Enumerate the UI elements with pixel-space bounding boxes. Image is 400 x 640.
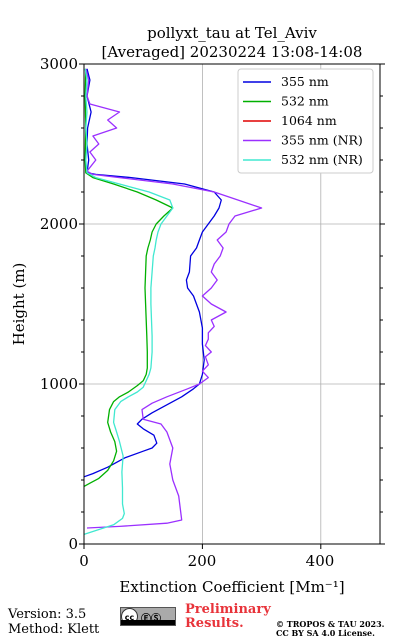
series-lines <box>83 68 263 536</box>
copyright-text: © TROPOS & TAU 2023. CC BY SA 4.0 Licens… <box>276 620 384 638</box>
legend-label: 355 nm <box>281 74 329 89</box>
legend-box <box>237 68 374 174</box>
cc-license-badge: cc ⒺⓈ <box>120 607 176 626</box>
badge-strip <box>121 620 175 625</box>
legend-label: 1064 nm <box>281 113 337 128</box>
x-tick-label-200: 200 <box>188 552 217 570</box>
y-tick-label-1000: 1000 <box>40 375 78 393</box>
series-line-532-nm <box>83 68 174 487</box>
chart-subtitle: [Averaged] 20230224 13:08-14:08 <box>102 43 363 61</box>
legend: 355 nm 532 nm 1064 nm 355 nm (NR) 532 nm (NR… <box>237 68 374 174</box>
series-line-532-nm-nr- <box>83 68 174 536</box>
plot-frame <box>83 63 381 545</box>
x-axis-label: Extinction Coefficient [Mm⁻¹] <box>119 578 344 596</box>
axis-ticks <box>79 63 385 549</box>
y-tick-label-0: 0 <box>68 535 78 553</box>
legend-label: 532 nm <box>281 94 329 109</box>
y-tick-label-2000: 2000 <box>40 215 78 233</box>
chart-title: pollyxt_tau at Tel_Aviv <box>147 24 317 42</box>
preliminary-line-1: Preliminary <box>185 602 271 617</box>
copyright-line-1: © TROPOS & TAU 2023. <box>276 619 385 629</box>
legend-label: 532 nm (NR) <box>281 152 363 167</box>
copyright-line-2: CC BY SA 4.0 License. <box>276 628 375 638</box>
x-tick-label-400: 400 <box>306 552 335 570</box>
legend-label: 355 nm (NR) <box>281 133 363 148</box>
version-text: Version: 3.5 <box>8 607 87 622</box>
y-tick-label-3000: 3000 <box>40 55 78 73</box>
extinction-chart: pollyxt_tau at Tel_Aviv [Averaged] 20230… <box>10 24 385 596</box>
by-sa-icon: ⒺⓈ <box>141 610 161 625</box>
preliminary-results-text: Preliminary Results. <box>185 603 271 631</box>
preliminary-line-2: Results. <box>185 616 244 631</box>
y-axis-label: Height (m) <box>10 263 28 346</box>
method-text: Method: Klett <box>8 622 100 637</box>
series-line-355-nm-nr- <box>85 68 263 529</box>
x-tick-label-0: 0 <box>79 552 89 570</box>
